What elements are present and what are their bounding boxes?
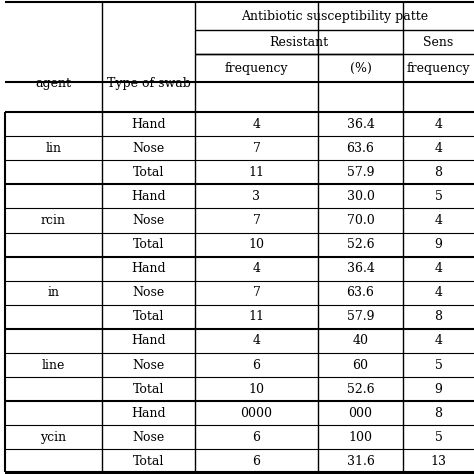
Text: 0000: 0000 — [240, 407, 273, 420]
Text: 000: 000 — [348, 407, 373, 420]
Text: 4: 4 — [253, 118, 261, 130]
Text: 11: 11 — [248, 310, 264, 323]
Text: 4: 4 — [253, 335, 261, 347]
Text: 7: 7 — [253, 142, 260, 155]
Text: 70.0: 70.0 — [346, 214, 374, 227]
Text: 8: 8 — [435, 407, 443, 420]
Text: Nose: Nose — [132, 214, 164, 227]
Text: 6: 6 — [253, 358, 261, 372]
Text: 7: 7 — [253, 214, 260, 227]
Text: 40: 40 — [353, 335, 368, 347]
Text: 4: 4 — [435, 286, 443, 299]
Text: ycin: ycin — [40, 431, 66, 444]
Text: Total: Total — [133, 166, 164, 179]
Text: Resistant: Resistant — [269, 36, 328, 48]
Text: 4: 4 — [435, 214, 443, 227]
Text: 52.6: 52.6 — [346, 383, 374, 396]
Text: Nose: Nose — [132, 358, 164, 372]
Text: 11: 11 — [248, 166, 264, 179]
Text: 31.6: 31.6 — [346, 455, 374, 468]
Text: 5: 5 — [435, 190, 442, 203]
Text: Type of swab: Type of swab — [107, 76, 191, 90]
Text: Nose: Nose — [132, 142, 164, 155]
Text: frequency: frequency — [407, 62, 470, 74]
Text: Hand: Hand — [131, 190, 166, 203]
Text: 7: 7 — [253, 286, 260, 299]
Text: Total: Total — [133, 238, 164, 251]
Text: agent: agent — [36, 76, 72, 90]
Text: 4: 4 — [435, 142, 443, 155]
Text: (%): (%) — [349, 62, 372, 74]
Text: 10: 10 — [248, 383, 264, 396]
Text: 4: 4 — [435, 335, 443, 347]
Text: 57.9: 57.9 — [347, 166, 374, 179]
Text: Hand: Hand — [131, 335, 166, 347]
Text: 6: 6 — [253, 455, 261, 468]
Text: 36.4: 36.4 — [346, 262, 374, 275]
Text: in: in — [47, 286, 60, 299]
Text: 6: 6 — [253, 431, 261, 444]
Text: Total: Total — [133, 455, 164, 468]
Text: 4: 4 — [435, 262, 443, 275]
Text: Hand: Hand — [131, 118, 166, 130]
Text: Total: Total — [133, 310, 164, 323]
Text: 4: 4 — [435, 118, 443, 130]
Text: Sens: Sens — [423, 36, 454, 48]
Text: 5: 5 — [435, 431, 442, 444]
Text: 36.4: 36.4 — [346, 118, 374, 130]
Text: 52.6: 52.6 — [346, 238, 374, 251]
Text: 10: 10 — [248, 238, 264, 251]
Text: 30.0: 30.0 — [346, 190, 374, 203]
Text: Hand: Hand — [131, 262, 166, 275]
Text: 100: 100 — [348, 431, 373, 444]
Text: 9: 9 — [435, 238, 442, 251]
Text: line: line — [42, 358, 65, 372]
Text: 9: 9 — [435, 383, 442, 396]
Text: 8: 8 — [435, 166, 443, 179]
Text: Hand: Hand — [131, 407, 166, 420]
Text: Total: Total — [133, 383, 164, 396]
Text: 13: 13 — [430, 455, 447, 468]
Text: 63.6: 63.6 — [346, 286, 374, 299]
Text: 8: 8 — [435, 310, 443, 323]
Text: 4: 4 — [253, 262, 261, 275]
Text: 57.9: 57.9 — [347, 310, 374, 323]
Text: rcin: rcin — [41, 214, 66, 227]
Text: 63.6: 63.6 — [346, 142, 374, 155]
Text: 5: 5 — [435, 358, 442, 372]
Text: frequency: frequency — [225, 62, 288, 74]
Text: 60: 60 — [353, 358, 368, 372]
Text: Nose: Nose — [132, 286, 164, 299]
Text: Nose: Nose — [132, 431, 164, 444]
Text: Antibiotic susceptibility patte: Antibiotic susceptibility patte — [241, 9, 428, 22]
Text: 3: 3 — [253, 190, 261, 203]
Text: lin: lin — [46, 142, 62, 155]
